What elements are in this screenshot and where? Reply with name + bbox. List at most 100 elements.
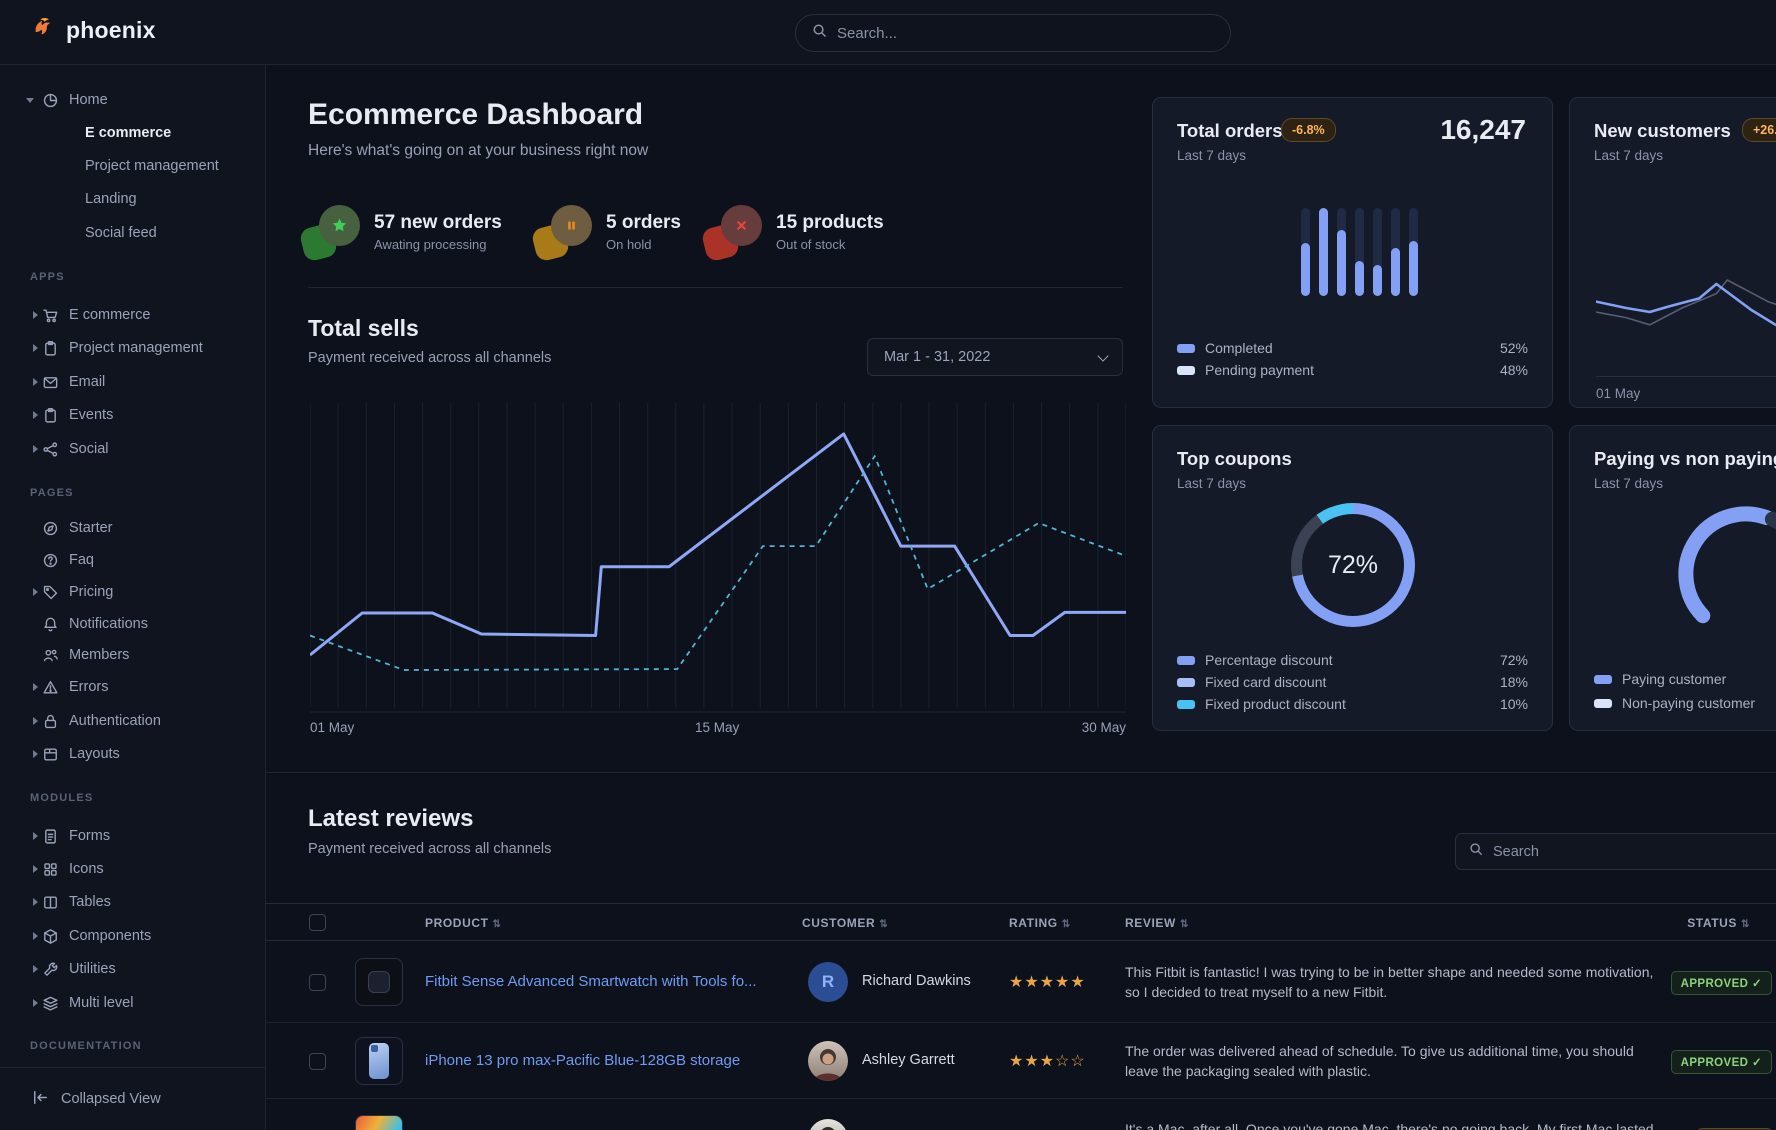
sidebar-item-e-commerce-dashboard[interactable]: E commerce [85,125,172,141]
search-icon [812,23,827,43]
sidebar-item-multi-level[interactable]: Multi level [0,987,265,1019]
new-orders-icon [298,205,360,263]
column-status[interactable]: STATUS ⇅ [1687,916,1750,930]
global-search-input[interactable] [837,24,1214,42]
customer-name: Richard Dawkins [862,973,971,989]
lock-icon [42,713,59,730]
top-coupons-card: Top coupons Last 7 days 72% Percentage d… [1152,425,1553,731]
caret-right-icon [33,898,38,906]
caret-right-icon [33,311,38,319]
avatar-photo[interactable] [808,1119,848,1130]
legend-swatch [1594,674,1612,684]
sidebar-item-components[interactable]: Components [0,920,265,952]
product-image-iphone[interactable] [355,1037,403,1085]
tag-icon [42,584,59,601]
sidebar: Home E commerce Project management Landi… [0,65,266,1130]
page-title: Ecommerce Dashboard [308,98,644,131]
sort-icon: ⇅ [1061,919,1071,930]
new-customers-card: New customers +26.5% Last 7 days 01 May [1569,97,1776,408]
collapse-sidebar-button[interactable]: Collapsed View [0,1083,265,1115]
sidebar-item-email[interactable]: Email [0,366,265,398]
table-header: PRODUCT ⇅ CUSTOMER ⇅ RATING ⇅ REVIEW ⇅ STATU… [266,903,1776,941]
sidebar-item-members[interactable]: Members [0,639,265,671]
row-checkbox[interactable] [309,974,326,991]
coupons-donut-chart: 72% [1291,503,1415,627]
sort-icon: ⇅ [492,919,502,930]
section-label-modules: MODULES [30,792,94,804]
legend-pending-payment: Pending payment 48% [1177,360,1528,380]
sidebar-item-events[interactable]: Events [0,399,265,431]
avatar-photo[interactable] [808,1041,848,1081]
status-badge: APPROVED ✓ [1670,1050,1772,1074]
sidebar-item-home[interactable]: Home [0,84,265,116]
sidebar-item-pricing[interactable]: Pricing [0,576,265,608]
sidebar-item-social-feed[interactable]: Social feed [85,225,157,241]
latest-reviews-subtitle: Payment received across all channels [308,841,552,857]
sidebar-item-landing[interactable]: Landing [85,191,137,207]
total-sells-chart [310,403,1126,713]
sidebar-item-tables[interactable]: Tables [0,886,265,918]
avatar-initial[interactable]: R [808,962,848,1002]
column-rating[interactable]: RATING ⇅ [1009,916,1071,930]
product-link[interactable]: iPhone 13 pro max-Pacific Blue-128GB sto… [425,1052,741,1069]
reviews-search[interactable] [1455,833,1776,870]
sidebar-item-layouts[interactable]: Layouts [0,738,265,770]
divider [308,287,1123,288]
on-hold-icon [530,205,592,263]
clipboard-icon [42,340,59,357]
paying-gauge-chart [1678,506,1776,624]
sidebar-item-project-management[interactable]: Project management [0,332,265,364]
box-icon [42,928,59,945]
layers-icon [42,995,59,1012]
sidebar-item-utilities[interactable]: Utilities [0,953,265,985]
review-text: This Fitbit is fantastic! I was trying t… [1125,964,1654,1000]
sidebar-item-authentication[interactable]: Authentication [0,705,265,737]
caret-right-icon [33,588,38,596]
sidebar-item-icons[interactable]: Icons [0,853,265,885]
total-orders-bar-chart [1301,208,1418,296]
sidebar-item-ecommerce-app[interactable]: E commerce [0,299,265,331]
legend-completed: Completed 52% [1177,338,1528,358]
column-customer[interactable]: CUSTOMER ⇅ [802,916,889,930]
sidebar-item-starter[interactable]: Starter [0,512,265,544]
legend-swatch [1177,677,1195,687]
compass-icon [42,520,59,537]
caret-right-icon [33,865,38,873]
customer-name: Ashley Garrett [862,1052,955,1068]
sidebar-item-project-management-dashboard[interactable]: Project management [85,158,219,174]
caret-right-icon [33,832,38,840]
column-review[interactable]: REVIEW ⇅ [1125,916,1189,930]
select-all-checkbox[interactable] [309,914,326,931]
calendar-icon [42,407,59,424]
bell-icon [42,616,59,633]
rating-stars: ★★★☆☆ [1009,1053,1086,1070]
phoenix-logo-icon [30,14,57,46]
sidebar-item-errors[interactable]: Errors [0,671,265,703]
section-label-pages: PAGES [30,487,74,499]
caret-right-icon [33,683,38,691]
total-sells-subtitle: Payment received across all channels [308,350,552,366]
warning-triangle-icon [42,679,59,696]
product-image-fitbit[interactable] [355,958,403,1006]
global-search[interactable] [795,14,1231,52]
product-link[interactable]: Fitbit Sense Advanced Smartwatch with To… [425,973,757,990]
legend-fixed-product-discount: Fixed product discount 10% [1177,694,1528,714]
caret-right-icon [33,717,38,725]
sidebar-item-social[interactable]: Social [0,433,265,465]
brand[interactable]: phoenix [30,14,156,46]
row-checkbox[interactable] [309,1053,326,1070]
product-image-macbook[interactable] [355,1115,403,1130]
date-range-select[interactable]: Mar 1 - 31, 2022 [867,338,1123,376]
table-row: Fitbit Sense Advanced Smartwatch with To… [266,941,1776,1023]
reviews-search-input[interactable] [1493,843,1776,860]
sidebar-item-forms[interactable]: Forms [0,820,265,852]
envelope-icon [42,374,59,391]
sidebar-item-faq[interactable]: Faq [0,544,265,576]
new-customers-line-chart [1596,279,1776,327]
latest-reviews-title: Latest reviews [308,805,474,832]
sidebar-item-notifications[interactable]: Notifications [0,608,265,640]
column-product[interactable]: PRODUCT ⇅ [425,916,502,930]
sort-icon: ⇅ [1741,919,1750,930]
pie-chart-icon [42,92,59,109]
sort-icon: ⇅ [879,919,889,930]
